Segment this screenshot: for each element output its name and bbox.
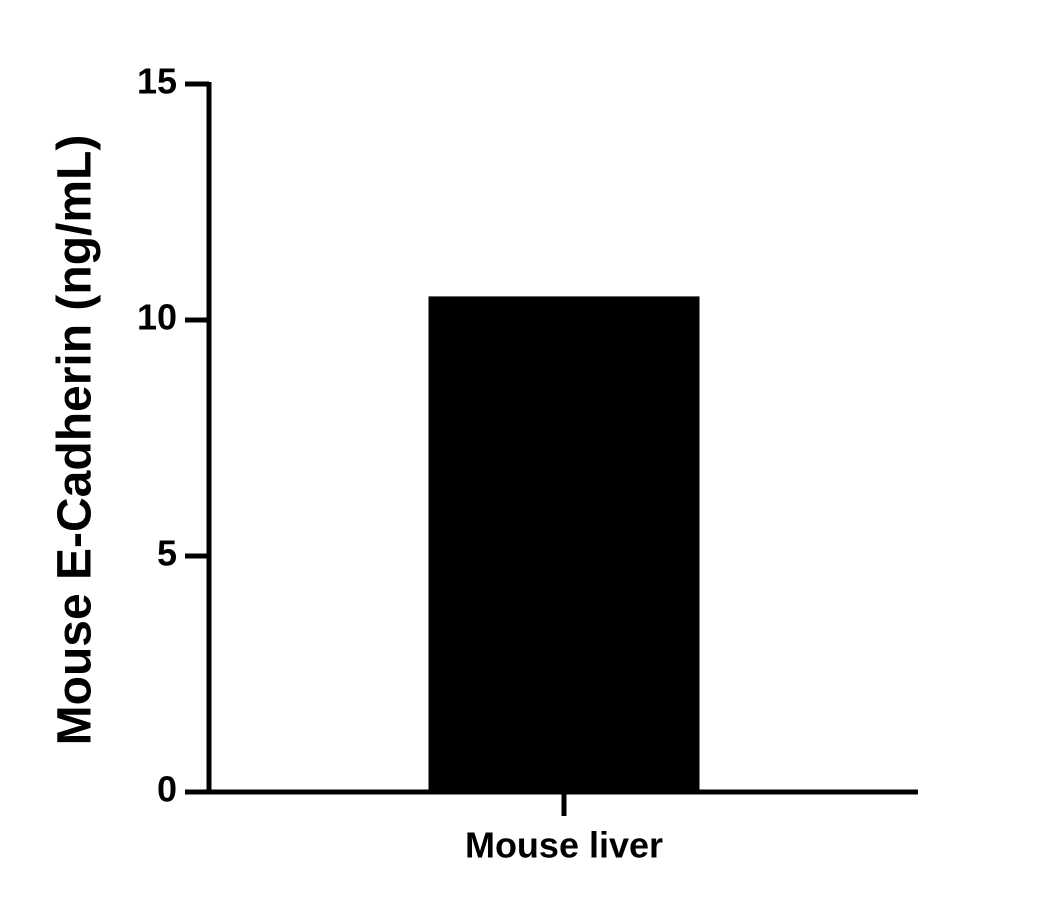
y-tick-label: 0	[157, 769, 177, 810]
y-axis-title: Mouse E-Cadherin (ng/mL)	[49, 135, 102, 746]
bar	[428, 296, 700, 792]
x-tick-label: Mouse liver	[465, 825, 663, 866]
y-tick-label: 10	[137, 297, 177, 338]
y-tick-label: 15	[137, 61, 177, 102]
y-tick-label: 5	[157, 533, 177, 574]
